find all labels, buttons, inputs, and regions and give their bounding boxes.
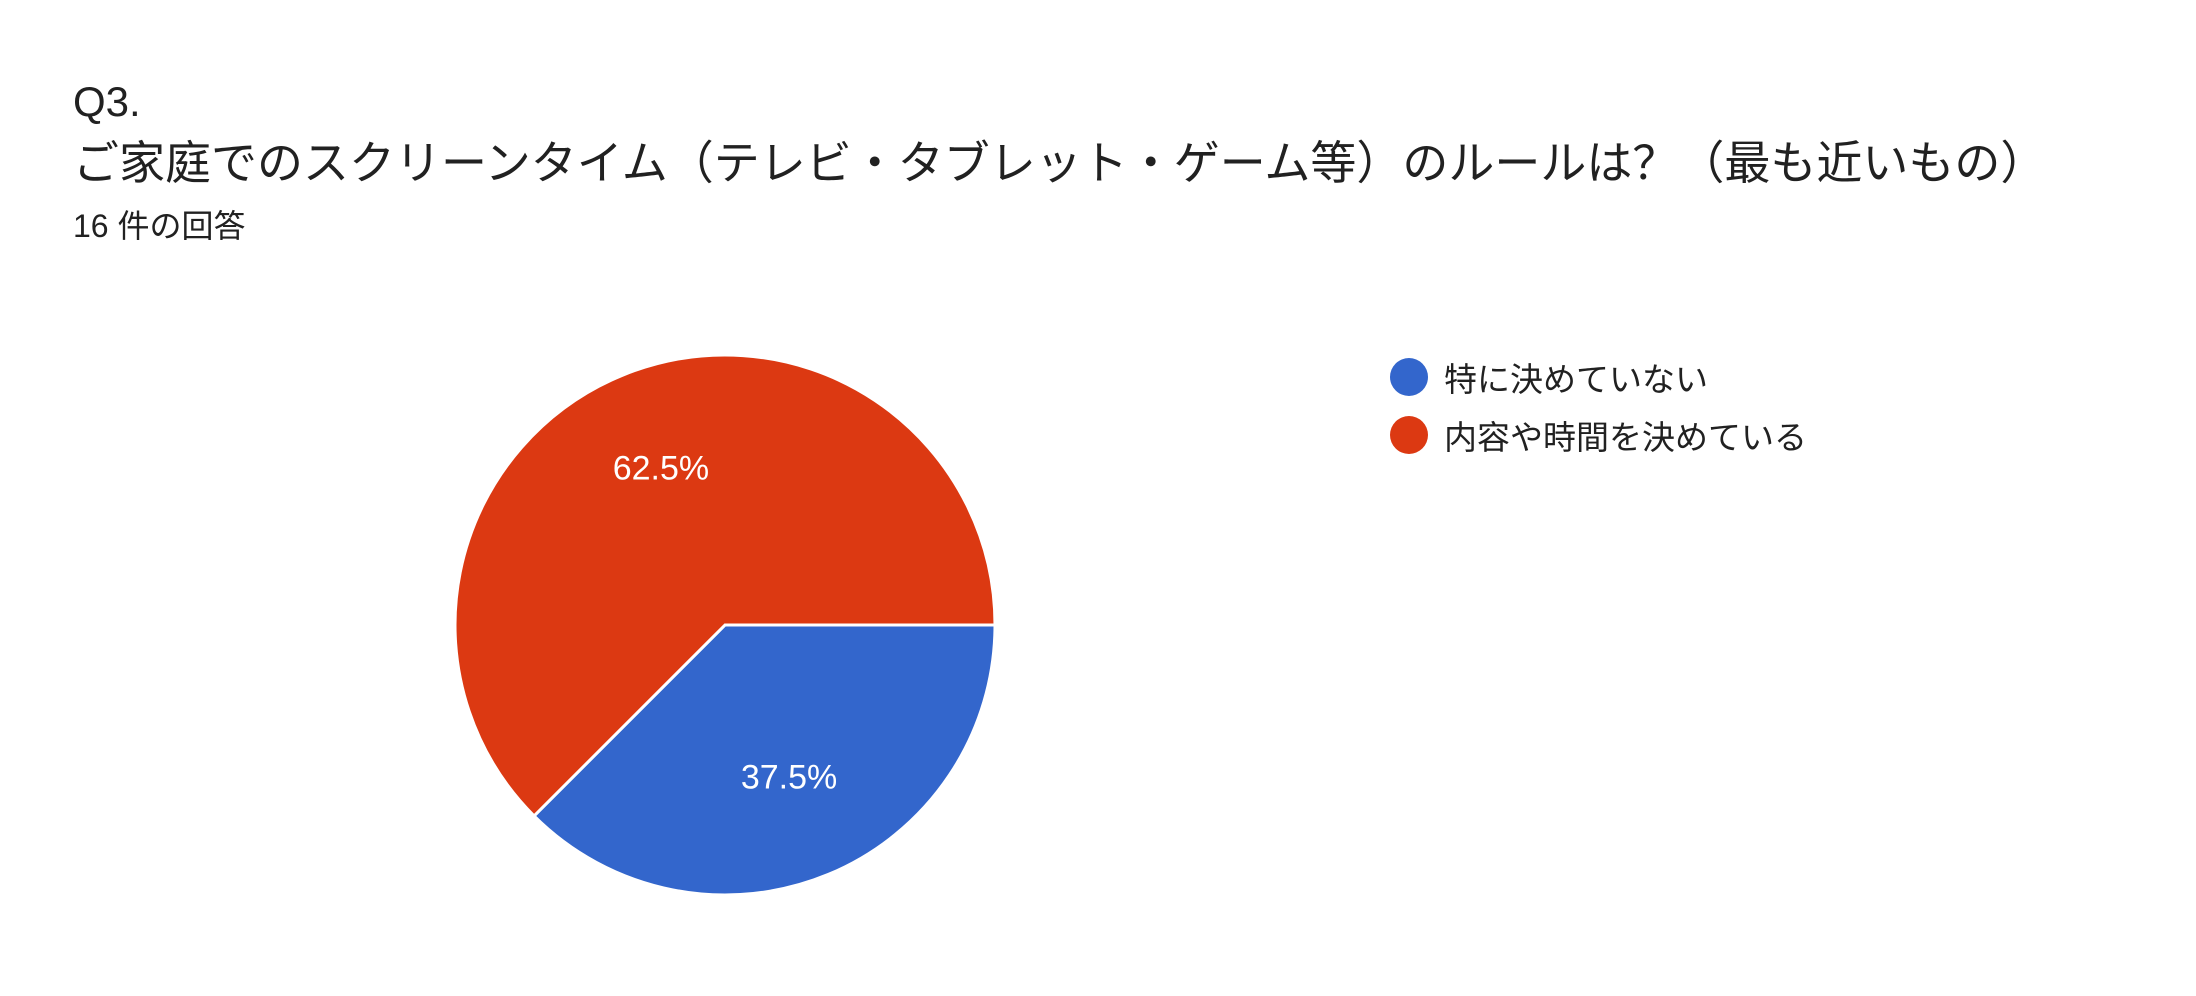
legend-label: 内容や時間を決めている: [1444, 419, 1807, 456]
question-number: Q3.: [73, 78, 141, 125]
chart-legend: 特に決めていない内容や時間を決めている: [1390, 348, 1807, 464]
legend-label: 特に決めていない: [1444, 361, 1708, 398]
legend-item-2[interactable]: 内容や時間を決めている: [1390, 406, 1807, 464]
question-header: Q3. ご家庭でのスクリーンタイム（テレビ・タブレット・ゲーム等）のルールは？（…: [73, 74, 2156, 252]
pie-slice-1[interactable]: [531, 623, 997, 897]
pie-slice-2[interactable]: [453, 353, 997, 819]
legend-item-1[interactable]: 特に決めていない: [1390, 348, 1807, 406]
pie-slice-label-1: 37.5%: [741, 759, 837, 797]
question-title: ご家庭でのスクリーンタイム（テレビ・タブレット・ゲーム等）のルールは？（最も近い…: [73, 137, 2047, 189]
legend-swatch: [1390, 358, 1428, 396]
pie-chart: 37.5% 62.5%: [380, 280, 1080, 980]
response-count: 16 件の回答: [73, 208, 246, 244]
pie-slice-label-2: 62.5%: [613, 449, 709, 487]
legend-swatch: [1390, 416, 1428, 454]
pie-chart-svg: 37.5% 62.5%: [453, 353, 997, 897]
